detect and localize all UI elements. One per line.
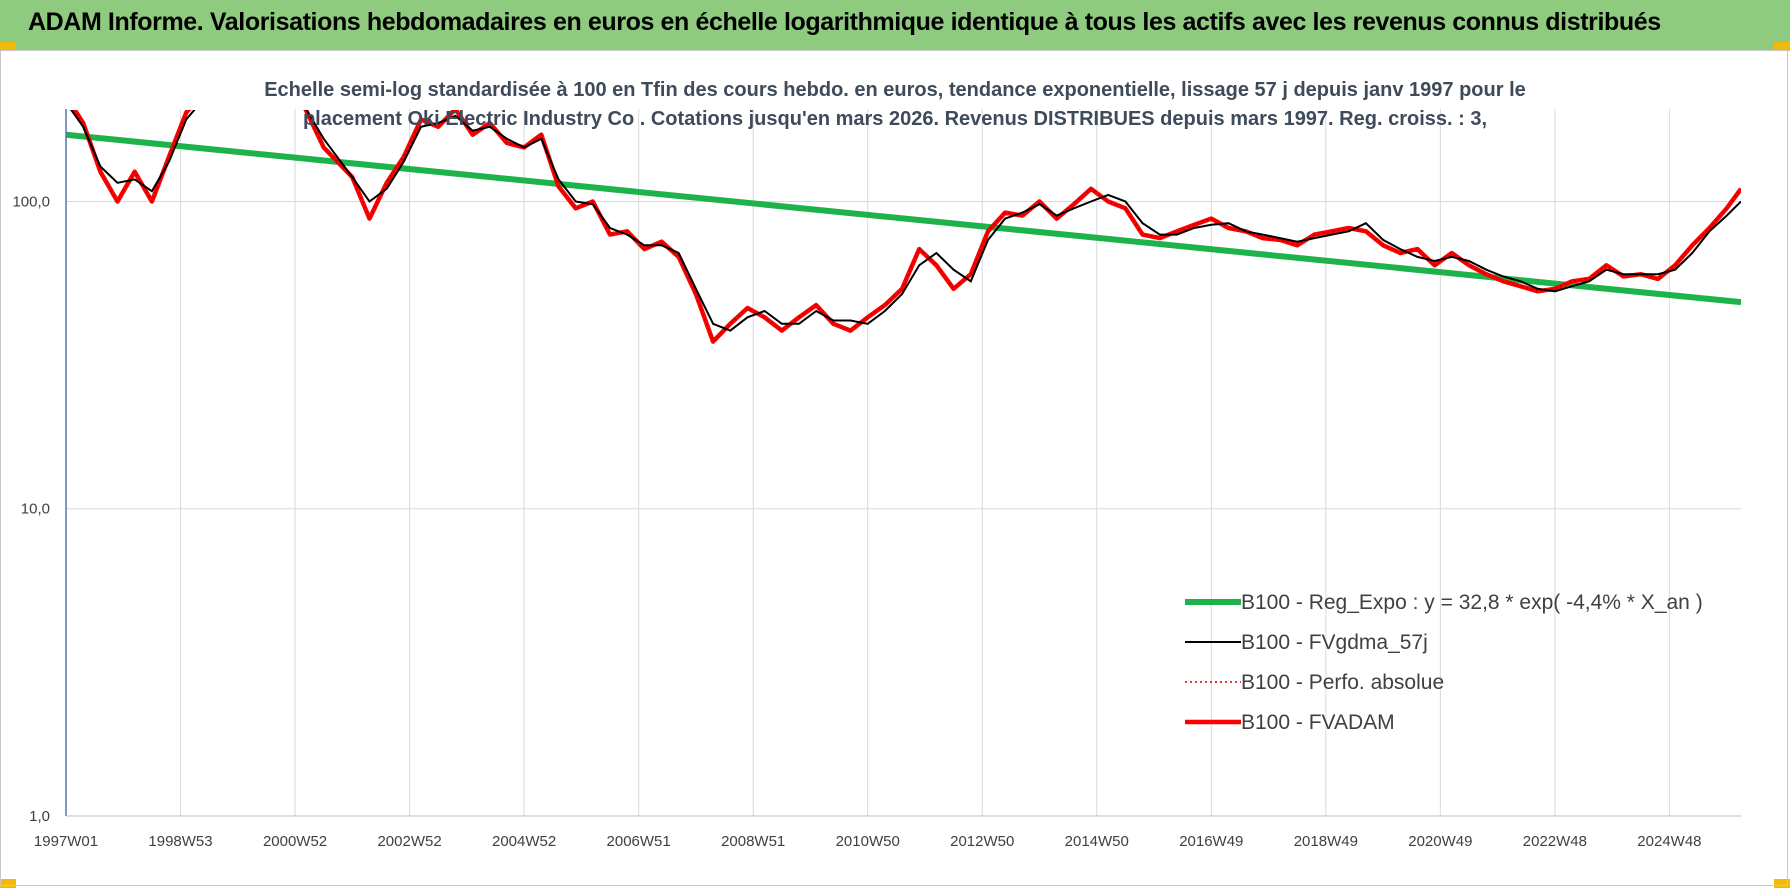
x-tick-label: 2024W48 bbox=[1637, 833, 1701, 850]
chart-title-line-2: placement Oki Electric Industry Co . Cot… bbox=[303, 108, 1487, 130]
y-tick-label: 10,0 bbox=[21, 501, 50, 518]
x-tick-label: 2004W52 bbox=[492, 833, 556, 850]
chart: 1997W01 1998W53 2000W52 2002W52 2004W52 2006W… bbox=[12, 79, 1741, 850]
page-title: ADAM Informe. Valorisations hebdomadaire… bbox=[28, 8, 1661, 36]
chart-title: Echelle semi-log standardisée à 100 en T… bbox=[264, 79, 1526, 130]
series-fvadam bbox=[72, 110, 1741, 344]
tick-labels: 1997W01 1998W53 2000W52 2002W52 2004W52 2006W… bbox=[12, 193, 1701, 850]
x-tick-label: 2020W49 bbox=[1408, 833, 1472, 850]
corner-tab-right bbox=[1774, 42, 1790, 51]
legend-item-reg-expo-label: B100 - Reg_Expo : y = 32,8 * exp( -4,4% … bbox=[1241, 591, 1703, 614]
legend-item-fvgdma-label: B100 - FVgdma_57j bbox=[1241, 631, 1428, 654]
x-tick-label: 2014W50 bbox=[1065, 833, 1129, 850]
x-tick-label: 1998W53 bbox=[148, 833, 212, 850]
legend: B100 - Reg_Expo : y = 32,8 * exp( -4,4% … bbox=[1185, 591, 1703, 734]
x-tick-label: 2016W49 bbox=[1179, 833, 1243, 850]
y-tick-label: 100,0 bbox=[12, 193, 50, 210]
header-bar: ADAM Informe. Valorisations hebdomadaire… bbox=[0, 0, 1790, 51]
series-group bbox=[66, 110, 1741, 344]
x-tick-label: 2006W51 bbox=[607, 833, 671, 850]
x-tick-label: 2008W51 bbox=[721, 833, 785, 850]
axes bbox=[65, 109, 1741, 817]
x-tick-label: 2000W52 bbox=[263, 833, 327, 850]
series-fvgdma-57j bbox=[70, 110, 1741, 332]
corner-tab-bottom-left bbox=[0, 879, 16, 888]
x-tick-label: 1997W01 bbox=[34, 833, 98, 850]
grid bbox=[65, 109, 1741, 817]
x-tick-label: 2022W48 bbox=[1523, 833, 1587, 850]
x-tick-label: 2002W52 bbox=[377, 833, 441, 850]
series-reg-expo bbox=[66, 131, 1741, 306]
chart-title-line-1: Echelle semi-log standardisée à 100 en T… bbox=[264, 79, 1526, 101]
x-tick-label: 2012W50 bbox=[950, 833, 1014, 850]
y-tick-label: 1,0 bbox=[29, 808, 50, 825]
x-tick-label: 2010W50 bbox=[836, 833, 900, 850]
corner-tab-left bbox=[0, 42, 16, 51]
legend-item-perfo-label: B100 - Perfo. absolue bbox=[1241, 671, 1444, 694]
corner-tab-bottom-right bbox=[1774, 879, 1790, 888]
x-tick-label: 2018W49 bbox=[1294, 833, 1358, 850]
legend-item-fvadam-label: B100 - FVADAM bbox=[1241, 711, 1395, 734]
